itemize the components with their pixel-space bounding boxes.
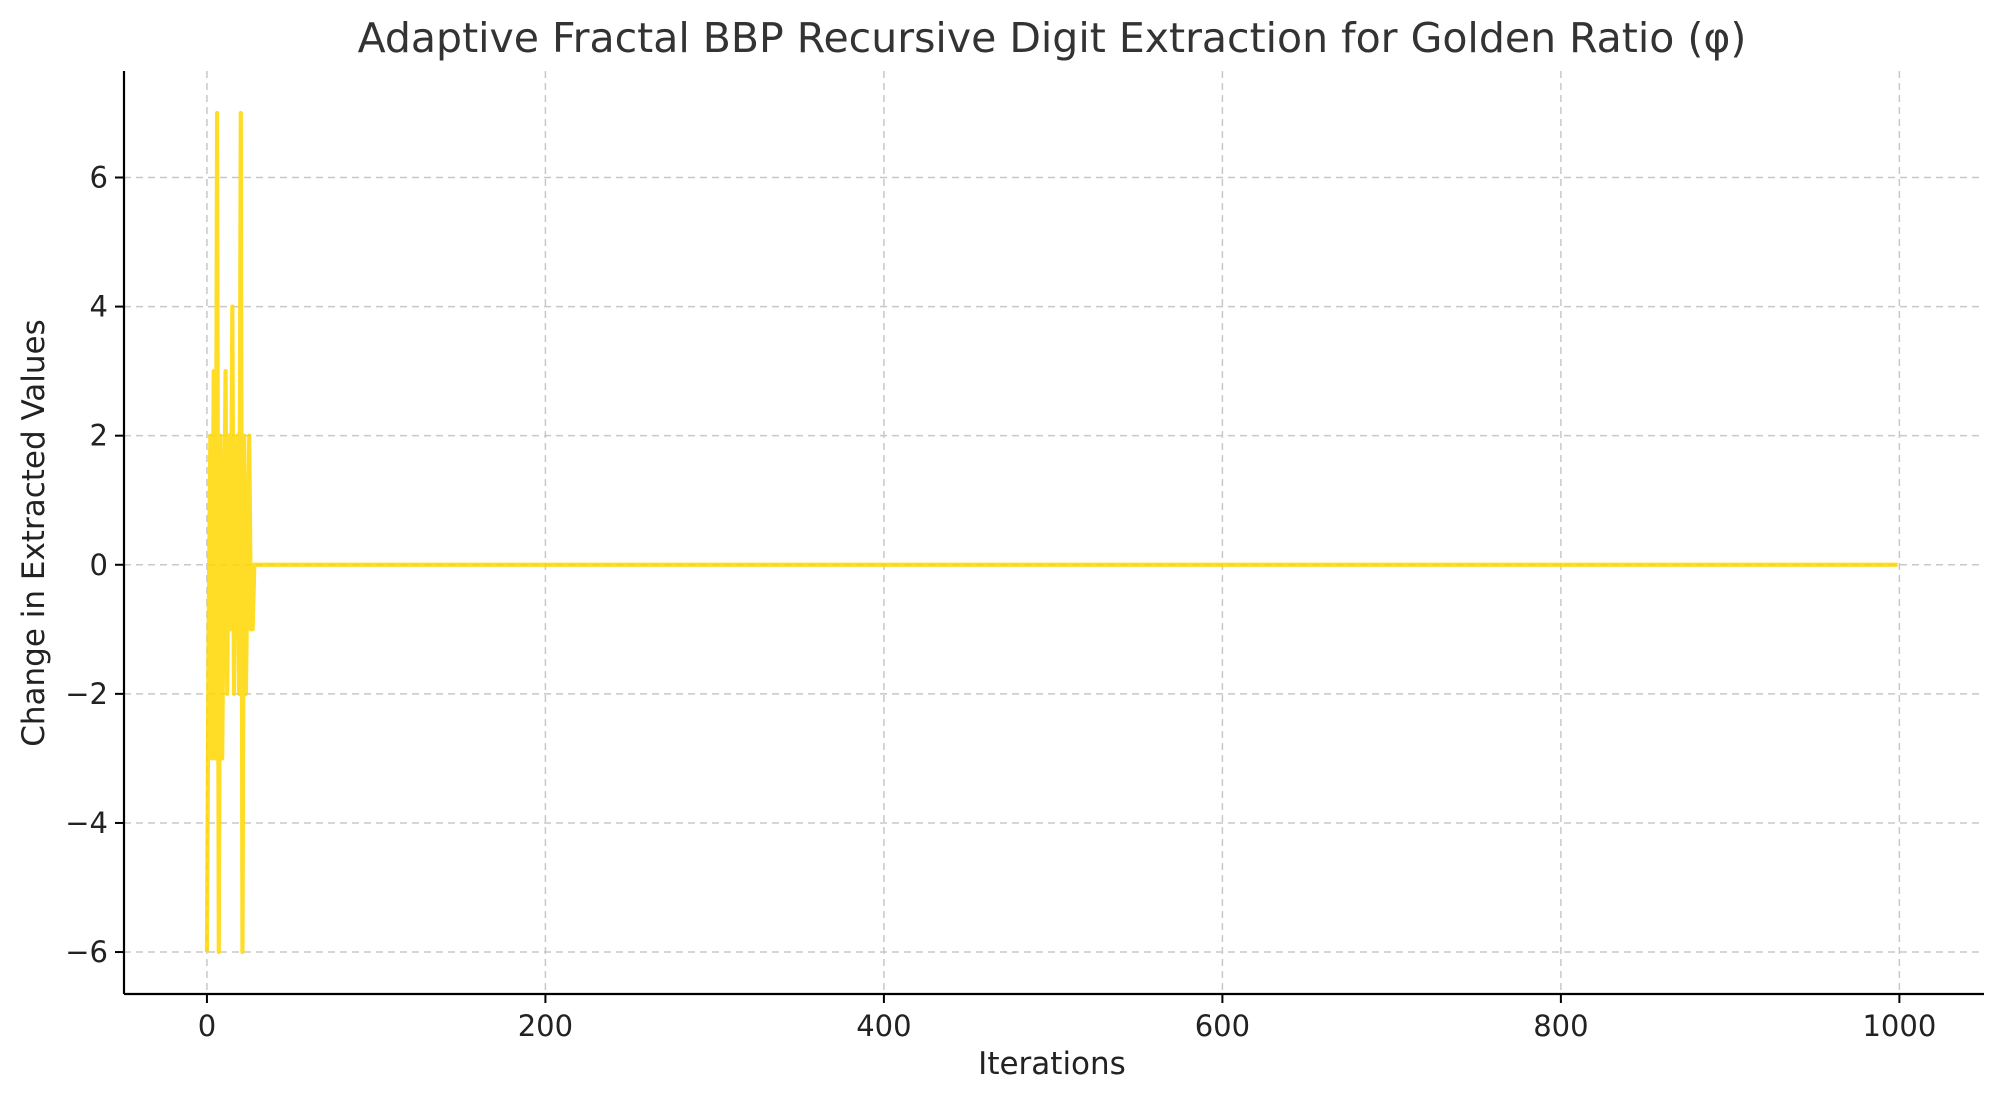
y-tick-label: 6: [90, 161, 108, 195]
series-layer: [204, 110, 1898, 955]
chart-title: Adaptive Fractal BBP Recursive Digit Ext…: [358, 14, 1747, 62]
y-tick-label: 2: [90, 419, 108, 453]
y-axis-label: Change in Extracted Values: [16, 319, 52, 747]
x-ticks: 0 200 400 600 800 1000: [198, 994, 1936, 1043]
axes: [122, 71, 1984, 996]
x-axis-label: Iterations: [978, 1046, 1126, 1082]
x-tick-label: 0: [198, 1009, 216, 1043]
x-tick-label: 600: [1195, 1009, 1250, 1043]
y-tick-label: 4: [90, 290, 108, 324]
y-tick-label: −6: [65, 935, 108, 969]
x-tick-label: 400: [856, 1009, 911, 1043]
x-tick-label: 1000: [1862, 1009, 1936, 1043]
y-tick-label: 0: [90, 548, 108, 582]
y-tick-label: −4: [65, 806, 108, 840]
y-tick-label: −2: [65, 677, 108, 711]
series-line: [204, 110, 1898, 955]
y-ticks: −6 −4 −2 0 2 4 6: [65, 161, 124, 969]
grid: [124, 71, 1984, 994]
x-tick-label: 800: [1533, 1009, 1588, 1043]
x-tick-label: 200: [518, 1009, 573, 1043]
